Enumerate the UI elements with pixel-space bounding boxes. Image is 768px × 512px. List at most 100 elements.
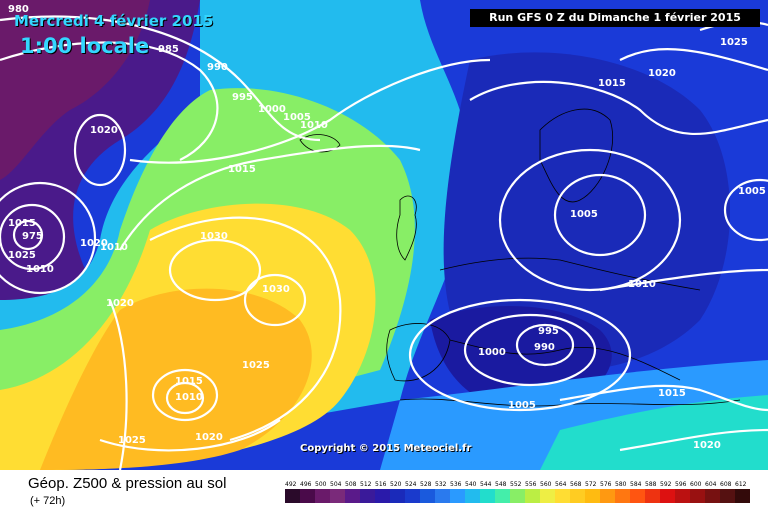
legend-swatch bbox=[345, 489, 360, 503]
coast-scandinavia bbox=[539, 108, 614, 203]
isobar-1005-n bbox=[553, 173, 647, 257]
isobar-1010-small bbox=[165, 381, 205, 415]
iso-label: 1025 bbox=[720, 37, 748, 48]
iso-label: 1020 bbox=[195, 432, 223, 443]
field-se-green bbox=[540, 395, 768, 470]
isobar-1020-s bbox=[99, 419, 281, 452]
iso-label: 1015 bbox=[658, 388, 686, 399]
isobar-990 bbox=[0, 41, 219, 161]
legend-tick-label: 508 bbox=[345, 481, 357, 488]
isobar-1005-e bbox=[723, 178, 768, 242]
iso-label: 1005 bbox=[283, 112, 311, 123]
legend-swatch bbox=[510, 489, 525, 503]
iso-label: 1020 bbox=[80, 238, 108, 249]
legend-swatch bbox=[705, 489, 720, 503]
iso-label: 975 bbox=[22, 231, 43, 242]
legend-swatch bbox=[720, 489, 735, 503]
iso-label: 995 bbox=[232, 92, 253, 103]
legend-swatch bbox=[450, 489, 465, 503]
iso-label: 980 bbox=[8, 4, 29, 15]
legend-swatch bbox=[735, 489, 750, 503]
isobar-1020-nw bbox=[73, 113, 127, 187]
legend-tick-label: 576 bbox=[600, 481, 612, 488]
isobar-1030-b bbox=[243, 273, 307, 327]
legend-swatch bbox=[525, 489, 540, 503]
isobar-1020-ne bbox=[619, 47, 768, 72]
legend-swatch bbox=[315, 489, 330, 503]
legend-swatch bbox=[300, 489, 315, 503]
legend-tick-label: 492 bbox=[285, 481, 297, 488]
legend-tick-label: 512 bbox=[360, 481, 372, 488]
legend-tick-label: 556 bbox=[525, 481, 537, 488]
legend-tick-label: 580 bbox=[615, 481, 627, 488]
legend-tick-label: 552 bbox=[510, 481, 522, 488]
legend-tick-label: 588 bbox=[645, 481, 657, 488]
coast-britain bbox=[396, 195, 417, 261]
iso-label: 1005 bbox=[570, 209, 598, 220]
iso-label: 985 bbox=[158, 44, 179, 55]
isobar-1010-w bbox=[119, 144, 421, 251]
color-legend: 492 496 500 504 508 512 516 520 524 528 532 536 540 5… bbox=[285, 481, 750, 503]
legend-swatch bbox=[645, 489, 660, 503]
legend-tick-label: 568 bbox=[570, 481, 582, 488]
footer-subtitle: (+ 72h) bbox=[30, 495, 66, 507]
legend-swatch bbox=[405, 489, 420, 503]
legend-tick-label: 608 bbox=[720, 481, 732, 488]
iso-label: 990 bbox=[534, 342, 555, 353]
legend-tick-label: 532 bbox=[435, 481, 447, 488]
isobars bbox=[0, 15, 768, 470]
run-info: Run GFS 0 Z du Dimanche 1 février 2015 bbox=[470, 9, 760, 27]
copyright: Copyright © 2015 Meteociel.fr bbox=[300, 443, 472, 454]
iso-label: 1020 bbox=[106, 298, 134, 309]
isobar-1030-a bbox=[168, 238, 262, 302]
legend-tick-label: 600 bbox=[690, 481, 702, 488]
isobar-1000 bbox=[0, 15, 321, 142]
iso-label: 1030 bbox=[200, 231, 228, 242]
coast-iceland bbox=[299, 134, 341, 153]
legend-tick-label: 524 bbox=[405, 481, 417, 488]
legend-tick-label: 536 bbox=[450, 481, 462, 488]
isobar-low-985 bbox=[0, 203, 66, 271]
isobar-labels: 985 980 990 995 1000 1005 1010 1015 1020… bbox=[8, 4, 766, 451]
legend-swatch bbox=[630, 489, 645, 503]
field-east-trough bbox=[443, 52, 730, 372]
coast-africa bbox=[399, 398, 741, 407]
iso-label: 1015 bbox=[228, 164, 256, 175]
iso-label: 1000 bbox=[258, 104, 286, 115]
iso-label: 1005 bbox=[738, 186, 766, 197]
legend-tick-label: 572 bbox=[585, 481, 597, 488]
legend-tick-label: 516 bbox=[375, 481, 387, 488]
iso-label: 1015 bbox=[8, 218, 36, 229]
legend-swatch bbox=[285, 489, 300, 503]
legend-swatch bbox=[690, 489, 705, 503]
legend-tick-label: 596 bbox=[675, 481, 687, 488]
isobar-1015-small bbox=[151, 368, 219, 422]
iso-label: 1000 bbox=[478, 347, 506, 358]
legend-swatch bbox=[420, 489, 435, 503]
legend-swatch bbox=[660, 489, 675, 503]
iso-label: 1010 bbox=[100, 242, 128, 253]
iso-label: 1010 bbox=[628, 279, 656, 290]
isobar-1015-n bbox=[129, 58, 491, 164]
iso-label: 1025 bbox=[8, 250, 36, 261]
field-deep-core bbox=[0, 0, 150, 180]
iso-label: 990 bbox=[207, 62, 228, 73]
legend-swatch bbox=[570, 489, 585, 503]
legend-tick-label: 520 bbox=[390, 481, 402, 488]
iso-label: 1010 bbox=[26, 264, 54, 275]
isobar-1015-e bbox=[469, 80, 768, 136]
legend-tick-label: 548 bbox=[495, 481, 507, 488]
forecast-date: Mercredi 4 février 2015 bbox=[14, 12, 214, 30]
legend-swatch bbox=[675, 489, 690, 503]
legend-swatch bbox=[390, 489, 405, 503]
legend-swatch bbox=[375, 489, 390, 503]
iso-label: 1025 bbox=[242, 360, 270, 371]
legend-swatch bbox=[480, 489, 495, 503]
isobar-1015-se bbox=[559, 384, 768, 412]
legend-swatch bbox=[540, 489, 555, 503]
iso-label: 1015 bbox=[598, 78, 626, 89]
legend-tick-label: 592 bbox=[660, 481, 672, 488]
forecast-time: 1:00 locale bbox=[20, 34, 150, 58]
legend-swatch bbox=[435, 489, 450, 503]
isobar-995-med bbox=[515, 323, 575, 367]
